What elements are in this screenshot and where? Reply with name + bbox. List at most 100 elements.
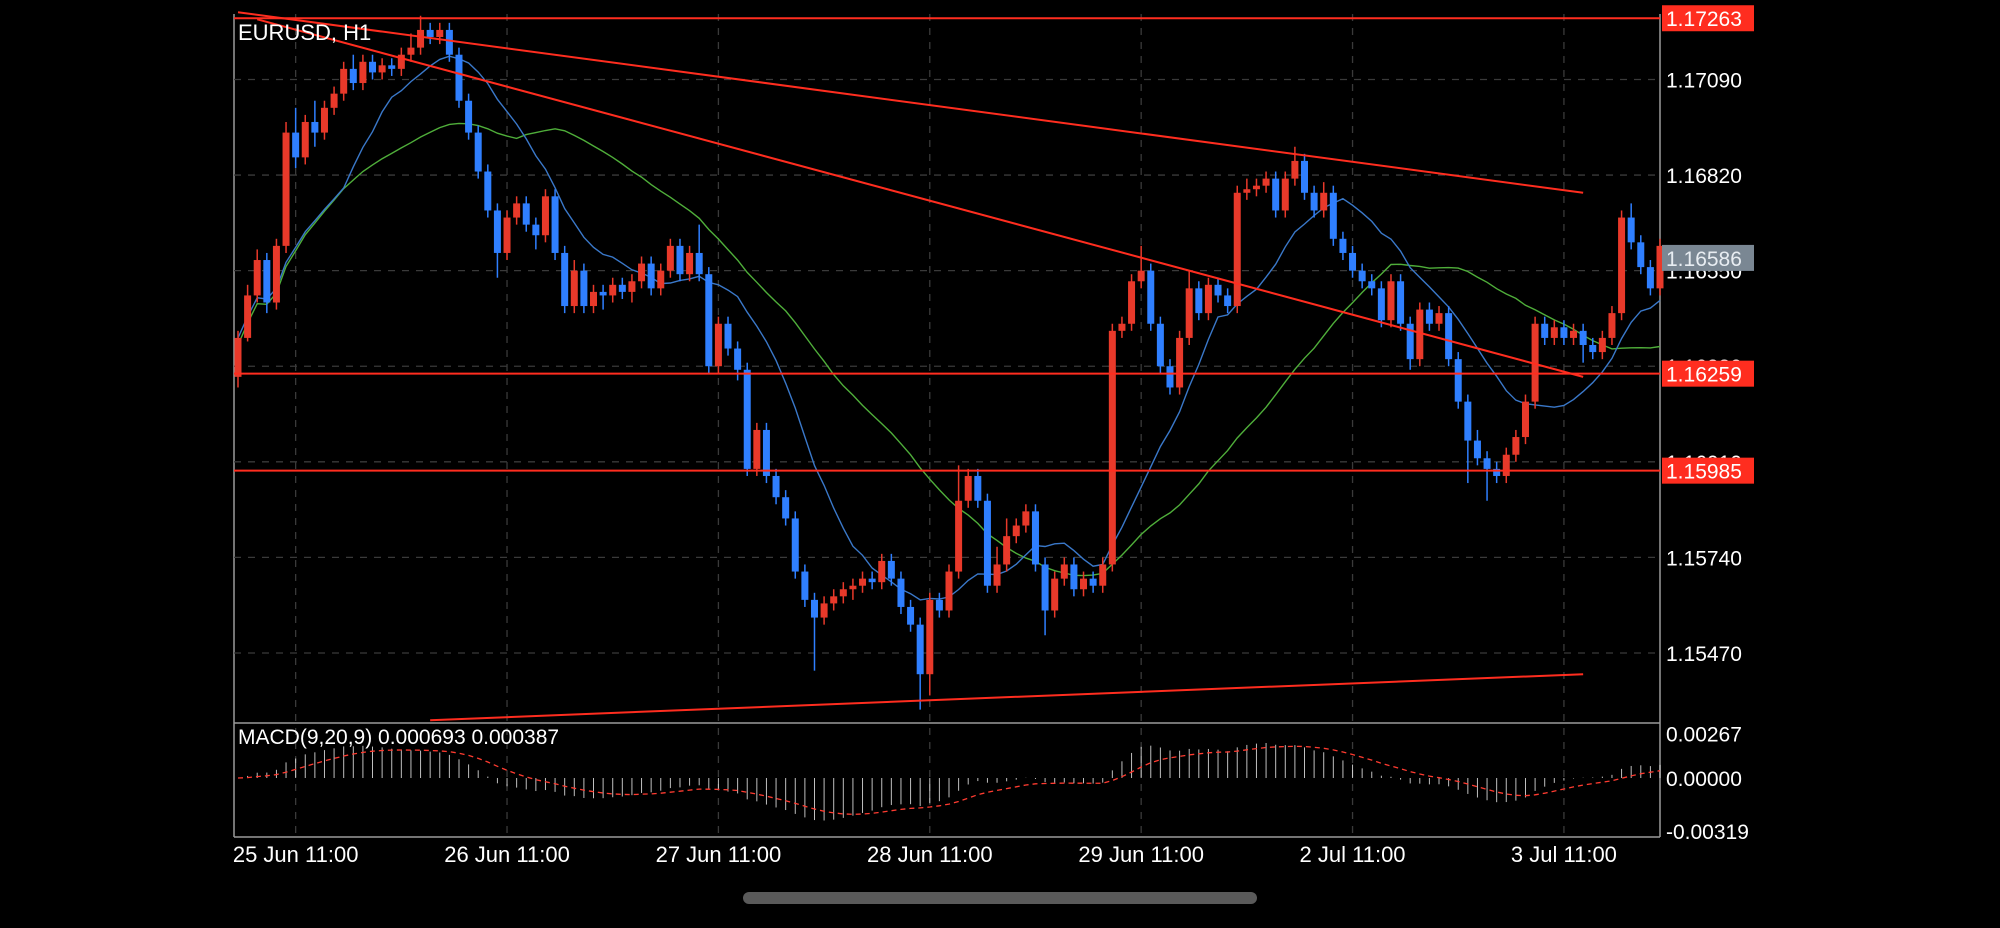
candle-body: [705, 274, 713, 367]
time-axis-label: 27 Jun 11:00: [656, 842, 782, 867]
candle-body: [887, 560, 895, 579]
macd-tick-label: -0.00319: [1666, 821, 1749, 844]
candle-body: [1310, 192, 1318, 211]
candle-body: [340, 68, 348, 94]
candle-body: [1589, 344, 1597, 353]
candle-body: [695, 252, 703, 275]
candle-body: [609, 284, 617, 296]
candle-body: [1406, 323, 1414, 360]
candle-body: [263, 260, 271, 303]
macd-label: MACD(9,20,9) 0.000693 0.000387: [238, 726, 559, 749]
symbol-label: EURUSD, H1: [238, 20, 371, 45]
candle-body: [330, 93, 338, 108]
candle-body: [724, 323, 732, 349]
price-tag-line: [1662, 5, 1754, 32]
candle-body: [1137, 270, 1145, 282]
candle-body: [1166, 366, 1174, 388]
candle-body: [801, 571, 809, 600]
candle-body: [1416, 309, 1424, 360]
candle-body: [1339, 238, 1347, 253]
trendline: [256, 18, 1584, 378]
candle-body: [1128, 281, 1136, 324]
candle-body: [1445, 313, 1453, 360]
candle-body: [1272, 178, 1280, 211]
trendline: [430, 673, 1584, 722]
candle-body: [1502, 454, 1510, 476]
candle-body: [570, 270, 578, 307]
candle-body: [1301, 160, 1308, 193]
macd-signal-line: [237, 745, 1661, 815]
candle-body: [1550, 327, 1558, 338]
candle-body: [455, 54, 463, 101]
candle-body: [1541, 323, 1549, 338]
candle-body: [513, 203, 521, 218]
time-axis-label: 25 Jun 11:00: [233, 842, 359, 867]
candle-body: [1051, 578, 1059, 611]
candle-body: [1473, 440, 1481, 459]
price-tag-line: [1662, 360, 1754, 387]
candle-body: [407, 47, 415, 55]
candle-body: [1618, 217, 1626, 314]
candle-body: [561, 252, 569, 307]
candle-body: [474, 132, 482, 172]
candle-body: [791, 518, 799, 572]
price-tag-label: 1.17263: [1666, 8, 1742, 31]
candle-body: [1185, 288, 1193, 338]
candle-body: [714, 323, 722, 367]
candle-body: [1214, 284, 1222, 296]
candle-body: [1570, 330, 1578, 338]
candle-body: [378, 65, 386, 73]
candle-body: [734, 348, 742, 370]
candle-body: [1089, 578, 1097, 586]
candle-body: [916, 624, 924, 675]
candle-body: [1156, 323, 1164, 367]
candle-body: [1291, 160, 1299, 179]
candle-body: [580, 270, 588, 307]
candle-body: [955, 500, 963, 572]
time-axis-label: 3 Jul 11:00: [1511, 842, 1617, 867]
candle-body: [1608, 313, 1616, 338]
candle-body: [820, 603, 828, 618]
candle-body: [1368, 281, 1376, 289]
candle-body: [349, 68, 357, 84]
candle-body: [878, 560, 886, 583]
macd-tick-label: 0.00000: [1666, 768, 1742, 791]
price-tag-bid: [1662, 244, 1754, 271]
candle-body: [657, 270, 665, 289]
candle-body: [417, 29, 425, 48]
price-tag-line: [1662, 457, 1754, 484]
candle-body: [493, 210, 501, 253]
candle-body: [1195, 288, 1203, 314]
candle-body: [1204, 284, 1212, 314]
candle-body: [1224, 295, 1232, 307]
time-axis-label: 26 Jun 11:00: [444, 842, 570, 867]
trendline: [237, 11, 1584, 194]
candle-body: [1233, 192, 1241, 307]
home-indicator[interactable]: [743, 892, 1257, 904]
macd-tick-label: 0.00267: [1666, 724, 1742, 747]
candle-body: [810, 599, 818, 618]
candle-body: [292, 132, 300, 158]
time-axis-label: 28 Jun 11:00: [867, 842, 993, 867]
candle-body: [676, 245, 684, 275]
candle-body: [1252, 185, 1260, 190]
candle-body: [1003, 536, 1011, 565]
candle-body: [1349, 252, 1357, 271]
candle-body: [618, 284, 626, 292]
candle-body: [647, 263, 655, 289]
candle-body: [859, 578, 867, 586]
candle-body: [666, 245, 674, 271]
candle-body: [272, 245, 280, 303]
candle-body: [1147, 270, 1155, 324]
candle-body: [445, 29, 453, 55]
candle-body: [522, 203, 530, 225]
candle-body: [426, 29, 434, 38]
price-tick-label: 1.16820: [1666, 165, 1742, 188]
candle-body: [753, 429, 761, 469]
price-tag-label: 1.15985: [1666, 461, 1742, 484]
candle-body: [311, 121, 319, 133]
candle-body: [551, 196, 559, 253]
candle-body: [1656, 245, 1664, 289]
candle-body: [993, 564, 1001, 586]
